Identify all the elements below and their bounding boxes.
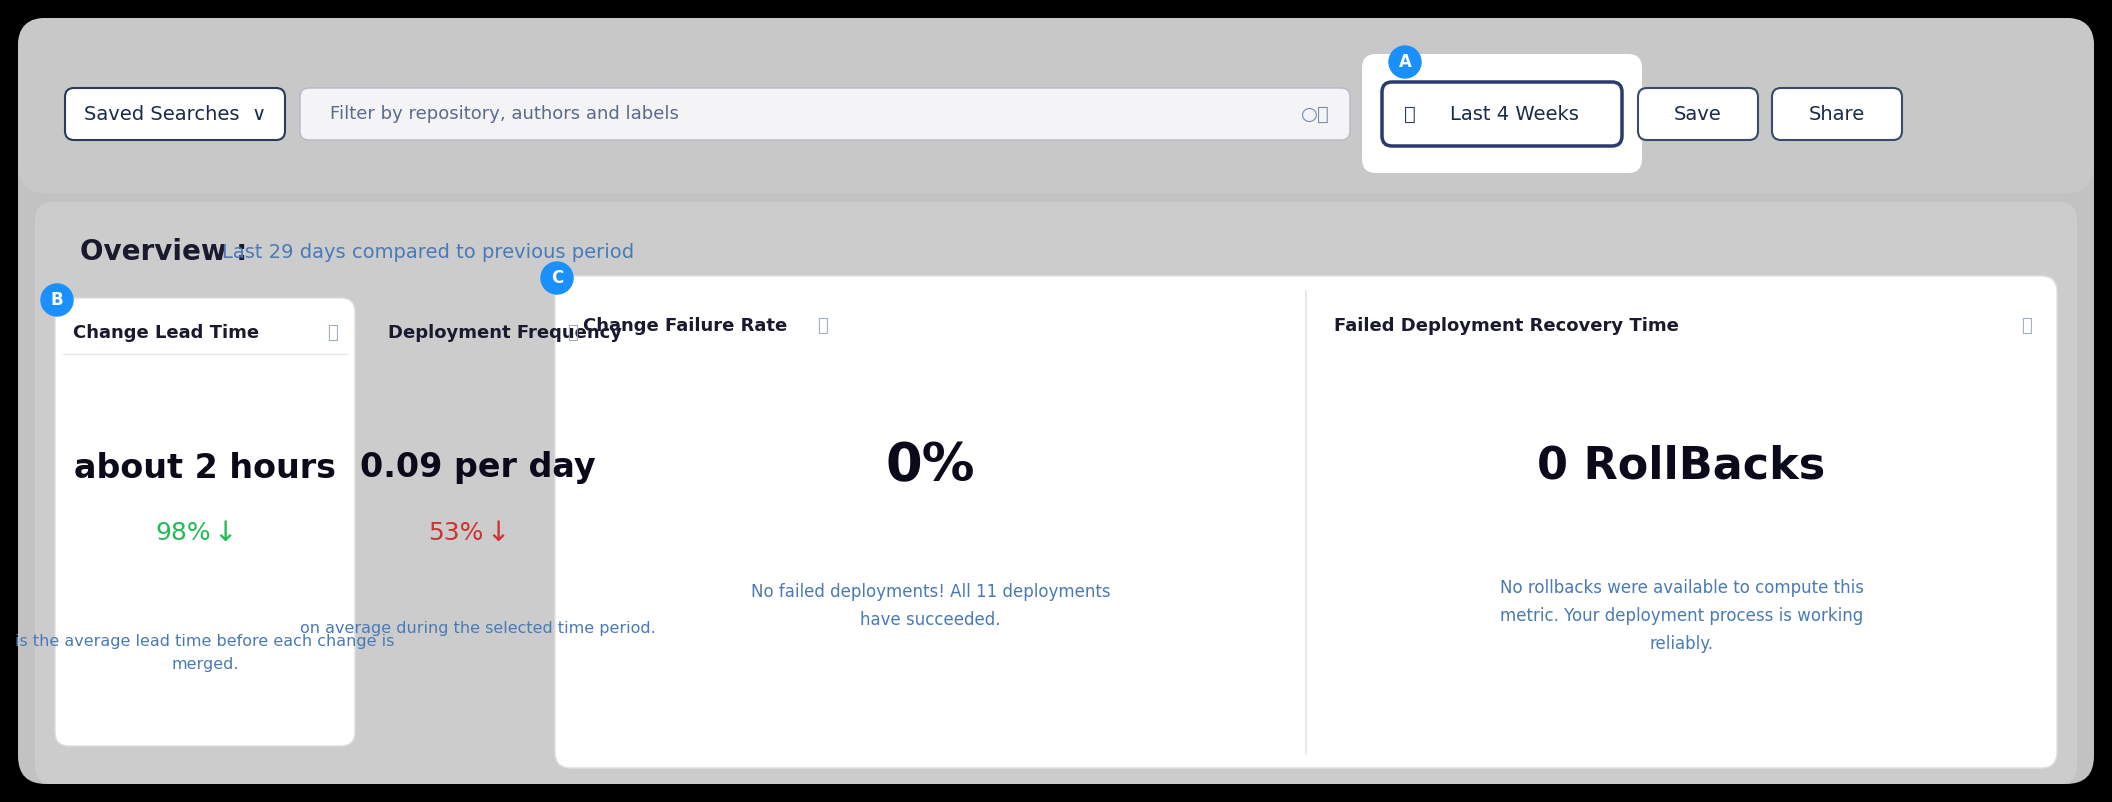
Text: on average during the selected time period.: on average during the selected time peri… [300, 621, 657, 635]
Text: ○⃝: ○⃝ [1301, 104, 1328, 124]
Text: No failed deployments! All 11 deployments
have succeeded.: No failed deployments! All 11 deployment… [750, 583, 1111, 629]
FancyBboxPatch shape [555, 276, 2057, 768]
FancyBboxPatch shape [36, 202, 2076, 784]
Text: ↓: ↓ [486, 519, 509, 547]
FancyBboxPatch shape [65, 88, 285, 140]
Text: Save: Save [1675, 104, 1721, 124]
Text: Last 4 Weeks: Last 4 Weeks [1449, 104, 1578, 124]
Text: A: A [1398, 53, 1411, 71]
Text: 53%: 53% [429, 521, 484, 545]
FancyBboxPatch shape [19, 18, 2093, 784]
Text: ⓘ: ⓘ [327, 324, 338, 342]
Text: Deployment Frequency: Deployment Frequency [389, 324, 623, 342]
FancyBboxPatch shape [1772, 88, 1903, 140]
Text: Last 29 days compared to previous period: Last 29 days compared to previous period [222, 242, 634, 261]
Text: is the average lead time before each change is
merged.: is the average lead time before each cha… [15, 634, 395, 671]
Text: ↓: ↓ [213, 519, 237, 547]
Text: 0.09 per day: 0.09 per day [361, 452, 596, 484]
Circle shape [1390, 46, 1421, 78]
FancyBboxPatch shape [1362, 54, 1641, 173]
Text: No rollbacks were available to compute this
metric. Your deployment process is w: No rollbacks were available to compute t… [1500, 579, 1863, 653]
FancyBboxPatch shape [19, 18, 2093, 193]
Text: B: B [51, 291, 63, 309]
Text: 0%: 0% [885, 440, 976, 492]
Circle shape [40, 284, 74, 316]
Text: about 2 hours: about 2 hours [74, 452, 336, 484]
Text: Saved Searches  ∨: Saved Searches ∨ [84, 104, 266, 124]
Text: Share: Share [1808, 104, 1865, 124]
Text: Change Lead Time: Change Lead Time [74, 324, 260, 342]
Text: C: C [551, 269, 564, 287]
Text: ⓘ: ⓘ [2021, 317, 2032, 335]
FancyBboxPatch shape [300, 88, 1350, 140]
Text: ⓘ: ⓘ [817, 317, 828, 335]
FancyBboxPatch shape [1381, 82, 1622, 146]
Text: Change Failure Rate: Change Failure Rate [583, 317, 788, 335]
Text: 0 RollBacks: 0 RollBacks [1538, 444, 1825, 488]
FancyBboxPatch shape [1639, 88, 1757, 140]
Text: 📅: 📅 [1404, 104, 1415, 124]
Circle shape [541, 262, 572, 294]
FancyBboxPatch shape [55, 298, 355, 746]
Text: 98%: 98% [154, 521, 211, 545]
Text: Filter by repository, authors and labels: Filter by repository, authors and labels [329, 105, 678, 123]
Text: Overview :: Overview : [80, 238, 247, 266]
Text: Failed Deployment Recovery Time: Failed Deployment Recovery Time [1335, 317, 1679, 335]
Text: ⓘ: ⓘ [568, 324, 579, 342]
